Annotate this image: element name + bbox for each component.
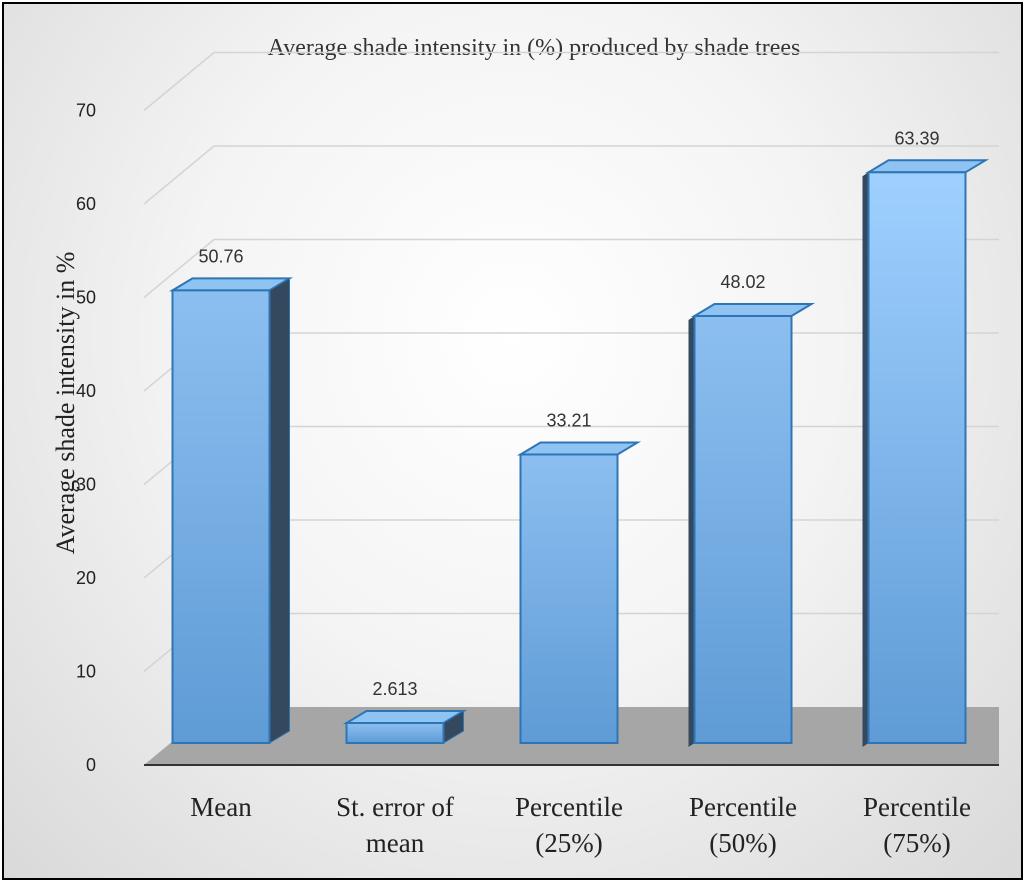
bar-top bbox=[690, 303, 816, 318]
category-label: (75%) bbox=[883, 828, 950, 858]
bar bbox=[342, 710, 468, 744]
bar-top bbox=[516, 441, 642, 456]
bar-front bbox=[519, 453, 619, 744]
bar-front bbox=[867, 171, 967, 744]
category-label: Percentile bbox=[689, 792, 797, 822]
y-tick-label: 0 bbox=[86, 755, 96, 775]
y-tick-label: 10 bbox=[76, 662, 96, 682]
chart-title: Average shade intensity in (%) produced … bbox=[268, 35, 801, 61]
bar bbox=[516, 441, 642, 744]
y-tick-label: 30 bbox=[76, 475, 96, 495]
y-axis-label: Average shade intensity in % bbox=[51, 252, 80, 555]
category-label: Percentile bbox=[863, 792, 971, 822]
gridline bbox=[143, 51, 999, 112]
y-tick-label: 50 bbox=[76, 288, 96, 308]
bar-front bbox=[171, 289, 271, 744]
bar-chart: Average shade intensity in (%) produced … bbox=[51, 35, 999, 858]
y-tick-label: 60 bbox=[76, 194, 96, 214]
y-tick-label: 20 bbox=[76, 568, 96, 588]
category-label: (25%) bbox=[535, 828, 602, 858]
bar bbox=[688, 303, 816, 747]
gridline bbox=[143, 145, 999, 205]
bar bbox=[168, 277, 294, 744]
gridline bbox=[143, 238, 999, 299]
bars bbox=[168, 159, 990, 748]
bar-side bbox=[269, 277, 290, 744]
data-label: 33.21 bbox=[546, 410, 591, 430]
data-label: 50.76 bbox=[198, 246, 243, 266]
bar-top bbox=[864, 159, 990, 174]
data-label: 48.02 bbox=[720, 272, 765, 292]
bar-side bbox=[688, 316, 695, 747]
x-category-labels: Mean St. error of mean Percentile (25%) Perce… bbox=[190, 792, 971, 858]
data-labels: 50.76 2.613 33.21 48.02 63.39 bbox=[198, 128, 939, 699]
y-tick-labels: 0 10 20 30 40 50 60 70 bbox=[76, 101, 96, 776]
bar bbox=[862, 159, 990, 748]
category-label: St. error of bbox=[336, 792, 454, 822]
data-label: 63.39 bbox=[894, 128, 939, 148]
bar-front bbox=[693, 315, 793, 744]
category-label: mean bbox=[366, 828, 425, 858]
y-tick-label: 40 bbox=[76, 381, 96, 401]
category-label: (50%) bbox=[709, 828, 776, 858]
data-label: 2.613 bbox=[372, 679, 417, 699]
bar-side bbox=[862, 172, 869, 748]
category-label: Mean bbox=[190, 792, 252, 822]
category-label: Percentile bbox=[515, 792, 623, 822]
y-tick-label: 70 bbox=[76, 101, 96, 121]
bar-front bbox=[345, 722, 445, 744]
